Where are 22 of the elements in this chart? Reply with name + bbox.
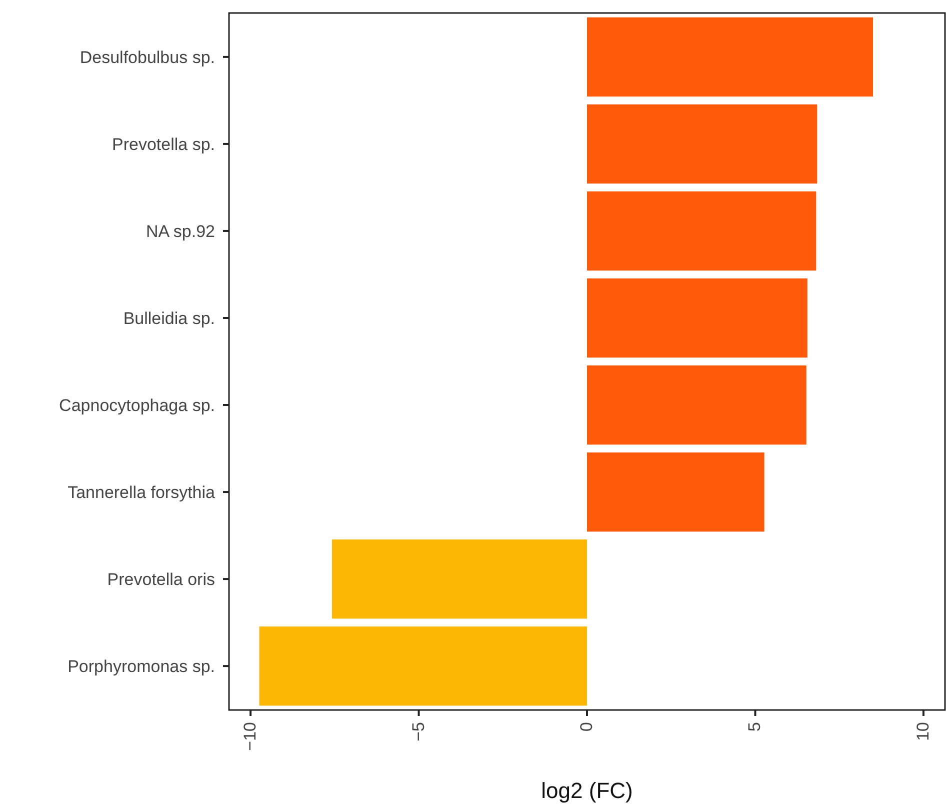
x-axis-title: log2 (FC) bbox=[541, 778, 633, 803]
x-tick-label: 0 bbox=[577, 722, 596, 732]
y-tick-label: Capnocytophaga sp. bbox=[59, 396, 215, 415]
y-tick-label: Prevotella oris bbox=[107, 570, 215, 589]
y-tick-label: Tannerella forsythia bbox=[68, 482, 216, 502]
y-tick-label: Prevotella sp. bbox=[112, 134, 215, 154]
bar bbox=[587, 365, 806, 445]
bar bbox=[587, 17, 873, 97]
bar bbox=[587, 191, 816, 271]
bar bbox=[587, 452, 764, 532]
bar bbox=[587, 278, 808, 358]
bar bbox=[259, 626, 587, 706]
y-tick-label: NA sp.92 bbox=[146, 222, 215, 241]
bar bbox=[332, 539, 587, 619]
y-tick-label: Bulleidia sp. bbox=[123, 308, 215, 328]
y-tick-label: Desulfobulbus sp. bbox=[80, 48, 215, 67]
x-tick-label: 5 bbox=[745, 722, 764, 732]
bar bbox=[587, 104, 818, 184]
x-tick-label: −10 bbox=[240, 722, 260, 751]
y-tick-label: Porphyromonas sp. bbox=[68, 657, 215, 676]
x-tick-label: 10 bbox=[913, 722, 932, 741]
x-tick-label: −5 bbox=[408, 722, 428, 742]
